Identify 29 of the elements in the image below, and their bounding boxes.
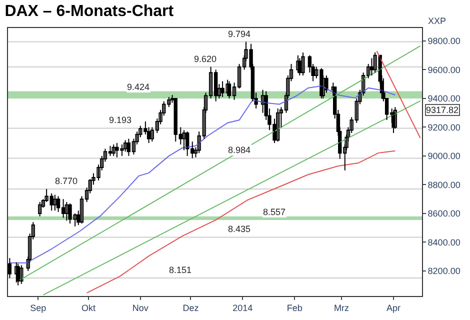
x-tick-label: Feb <box>286 302 302 313</box>
annotation: 9.424 <box>127 82 150 92</box>
annotation: 9.193 <box>109 115 132 125</box>
annotation: 8.435 <box>228 224 251 234</box>
x-tick-label: Okt <box>81 302 96 313</box>
y-tick-label: 9400.00 <box>428 94 460 104</box>
annotation: 8.770 <box>55 176 78 186</box>
annotation: 8.557 <box>263 207 286 217</box>
y-tick-label: 8400.00 <box>428 237 460 248</box>
y-axis-title: XXP <box>428 16 446 26</box>
annotation: 9.794 <box>228 29 251 39</box>
y-tick-label: 9800.00 <box>428 36 460 46</box>
y-tick-label: 8800.00 <box>428 180 460 190</box>
y-tick-label: 9200.00 <box>428 122 460 132</box>
x-tick-label: Dez <box>182 302 200 313</box>
y-tick-label: 8200.00 <box>428 266 460 276</box>
chart-title: DAX – 6-Monats-Chart <box>4 3 174 20</box>
y-tick-label: 9000.00 <box>428 151 460 162</box>
y-tick-label: 8600.00 <box>428 208 460 219</box>
x-tick-label: 2014 <box>232 302 253 313</box>
annotation: 9.620 <box>194 54 217 64</box>
x-tick-label: Nov <box>132 302 149 313</box>
x-tick-label: Sep <box>30 302 46 313</box>
annotation: 8.984 <box>228 145 251 155</box>
y-tick-label: 9600.00 <box>428 64 460 75</box>
x-tick-label: Apr <box>386 302 401 313</box>
x-tick-label: Mrz <box>334 302 350 313</box>
annotation: 8.151 <box>169 265 192 275</box>
text: 9317.82 <box>426 105 459 115</box>
